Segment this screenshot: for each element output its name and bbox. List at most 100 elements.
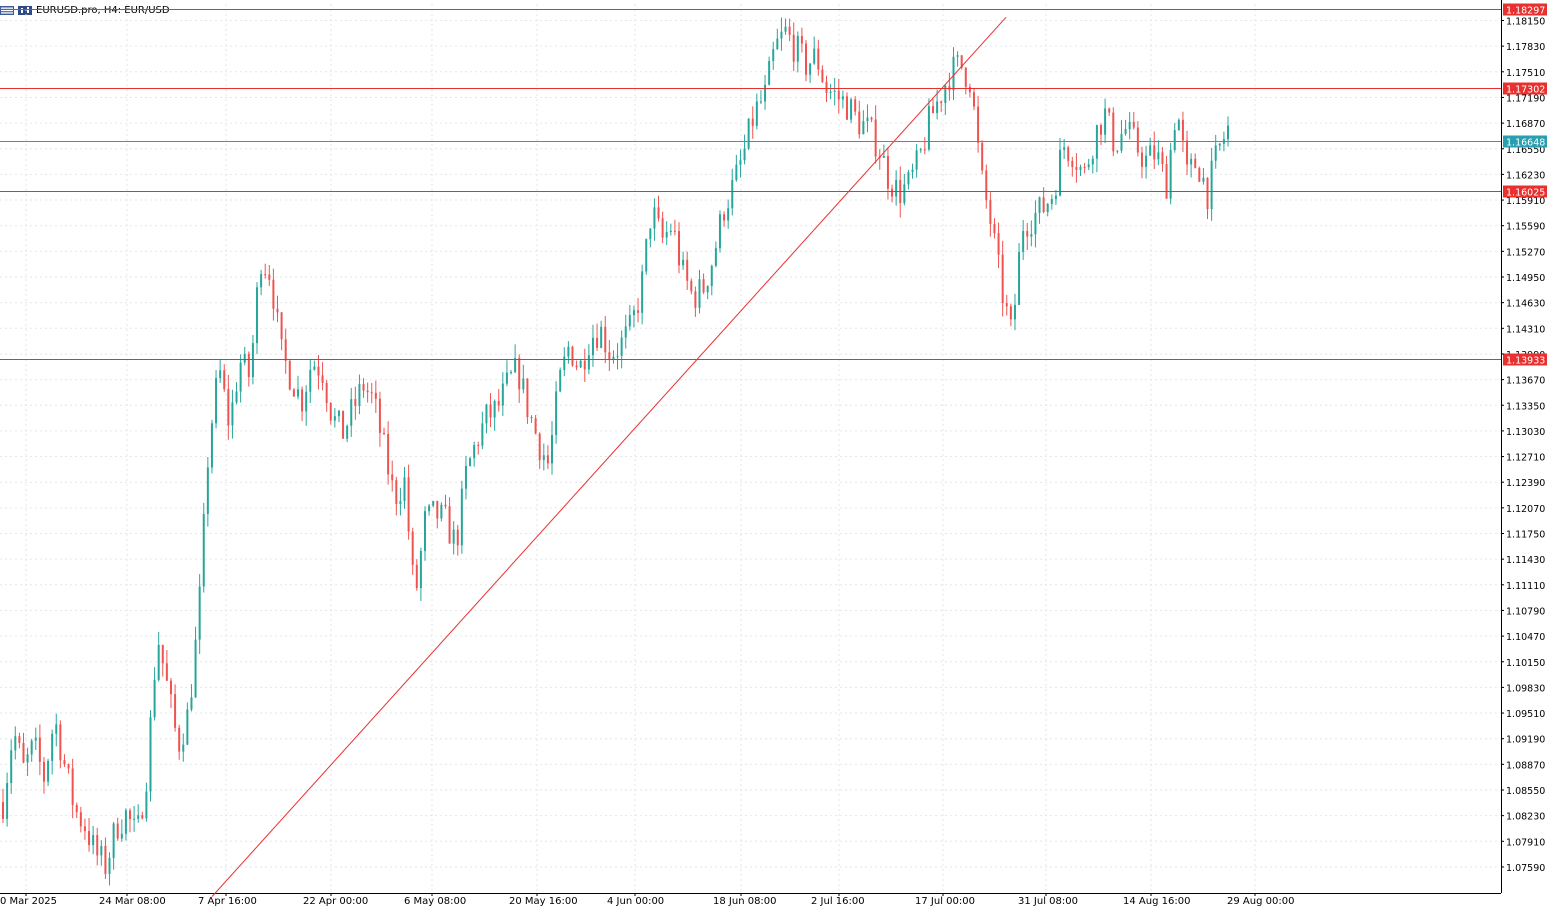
candle [1079,164,1082,177]
candle-body [219,370,222,379]
candle [1206,177,1209,220]
candle-body [284,339,287,361]
candle-body [403,477,406,502]
candle-body [288,360,291,390]
candle-body [59,724,62,761]
candle [563,347,566,377]
candle [26,747,29,776]
candle [1022,219,1025,260]
candle [219,359,222,383]
candle [981,140,984,175]
candle-body [964,67,967,87]
candle [1087,158,1090,171]
candle-body [153,679,156,718]
candle-body [575,365,578,368]
candle [79,806,82,833]
candle-body [1038,197,1041,213]
candle [83,818,86,840]
candle-body [411,531,414,565]
candle [1202,168,1205,185]
candle [514,344,517,373]
candle [497,389,500,412]
candle-body [542,455,545,460]
candle-body [1022,230,1025,252]
candle [276,295,279,323]
candle-body [1054,195,1057,200]
candle-body [825,81,828,93]
candle-body [260,274,263,288]
candle-body [481,423,484,446]
candle [993,218,996,239]
candle [346,424,349,443]
candle [378,391,381,447]
candle-body [862,121,865,135]
candle-body [960,55,963,68]
candle-body [833,90,836,92]
candle [751,106,754,139]
candle [653,198,656,241]
candle-body [739,160,742,165]
candle [411,527,414,575]
candle [895,170,898,206]
y-tick-label: 1.13670 [1506,376,1545,387]
y-tick-label: 1.09510 [1506,709,1545,720]
candle-body [190,697,193,710]
candle-body [993,224,996,234]
candle [915,143,918,178]
candle-body [1149,145,1152,156]
candle-body [362,384,365,391]
candle-body [1009,306,1012,320]
level-price-tag [1503,82,1547,95]
candle [260,269,263,296]
candle [141,811,144,820]
candle [956,51,959,67]
candle [317,354,320,390]
candle [342,410,345,439]
candle-body [829,91,832,93]
candle-body [342,410,345,439]
x-tick-label: 2 Jul 16:00 [811,896,865,906]
candle-body [419,550,422,589]
candle [1038,196,1041,224]
candle-body [256,287,259,344]
candle [51,729,54,775]
candle-body [317,366,320,376]
candle-body [735,164,738,181]
candle-body [309,369,312,392]
candle [776,28,779,50]
candle [362,378,365,398]
x-tick-label: 17 Jul 00:00 [915,896,975,906]
candle [805,40,808,82]
candle [432,500,435,508]
candle [1120,119,1123,153]
candle-body [886,155,889,189]
candle [702,273,705,295]
y-tick-label: 1.08230 [1506,812,1545,823]
candle [1136,121,1139,157]
candle [1001,240,1004,317]
candle [546,445,549,469]
candle [809,62,812,83]
candle-body [1227,125,1229,140]
candle-body [301,389,304,412]
candle-body [1079,166,1082,170]
candle [18,732,21,749]
candle [256,282,259,354]
candle [423,506,426,561]
candle [436,500,439,529]
candle [1059,138,1062,197]
candle-body [632,310,635,315]
grid [0,4,1501,893]
candle-body [47,760,50,782]
candle [866,104,869,133]
candle-body [923,149,926,151]
candle-body [661,218,664,238]
candle [833,77,836,106]
candle [649,228,652,248]
candle [575,360,578,371]
candle [788,18,791,42]
candle [919,147,922,153]
candle-body [702,279,705,293]
candle [841,90,844,109]
